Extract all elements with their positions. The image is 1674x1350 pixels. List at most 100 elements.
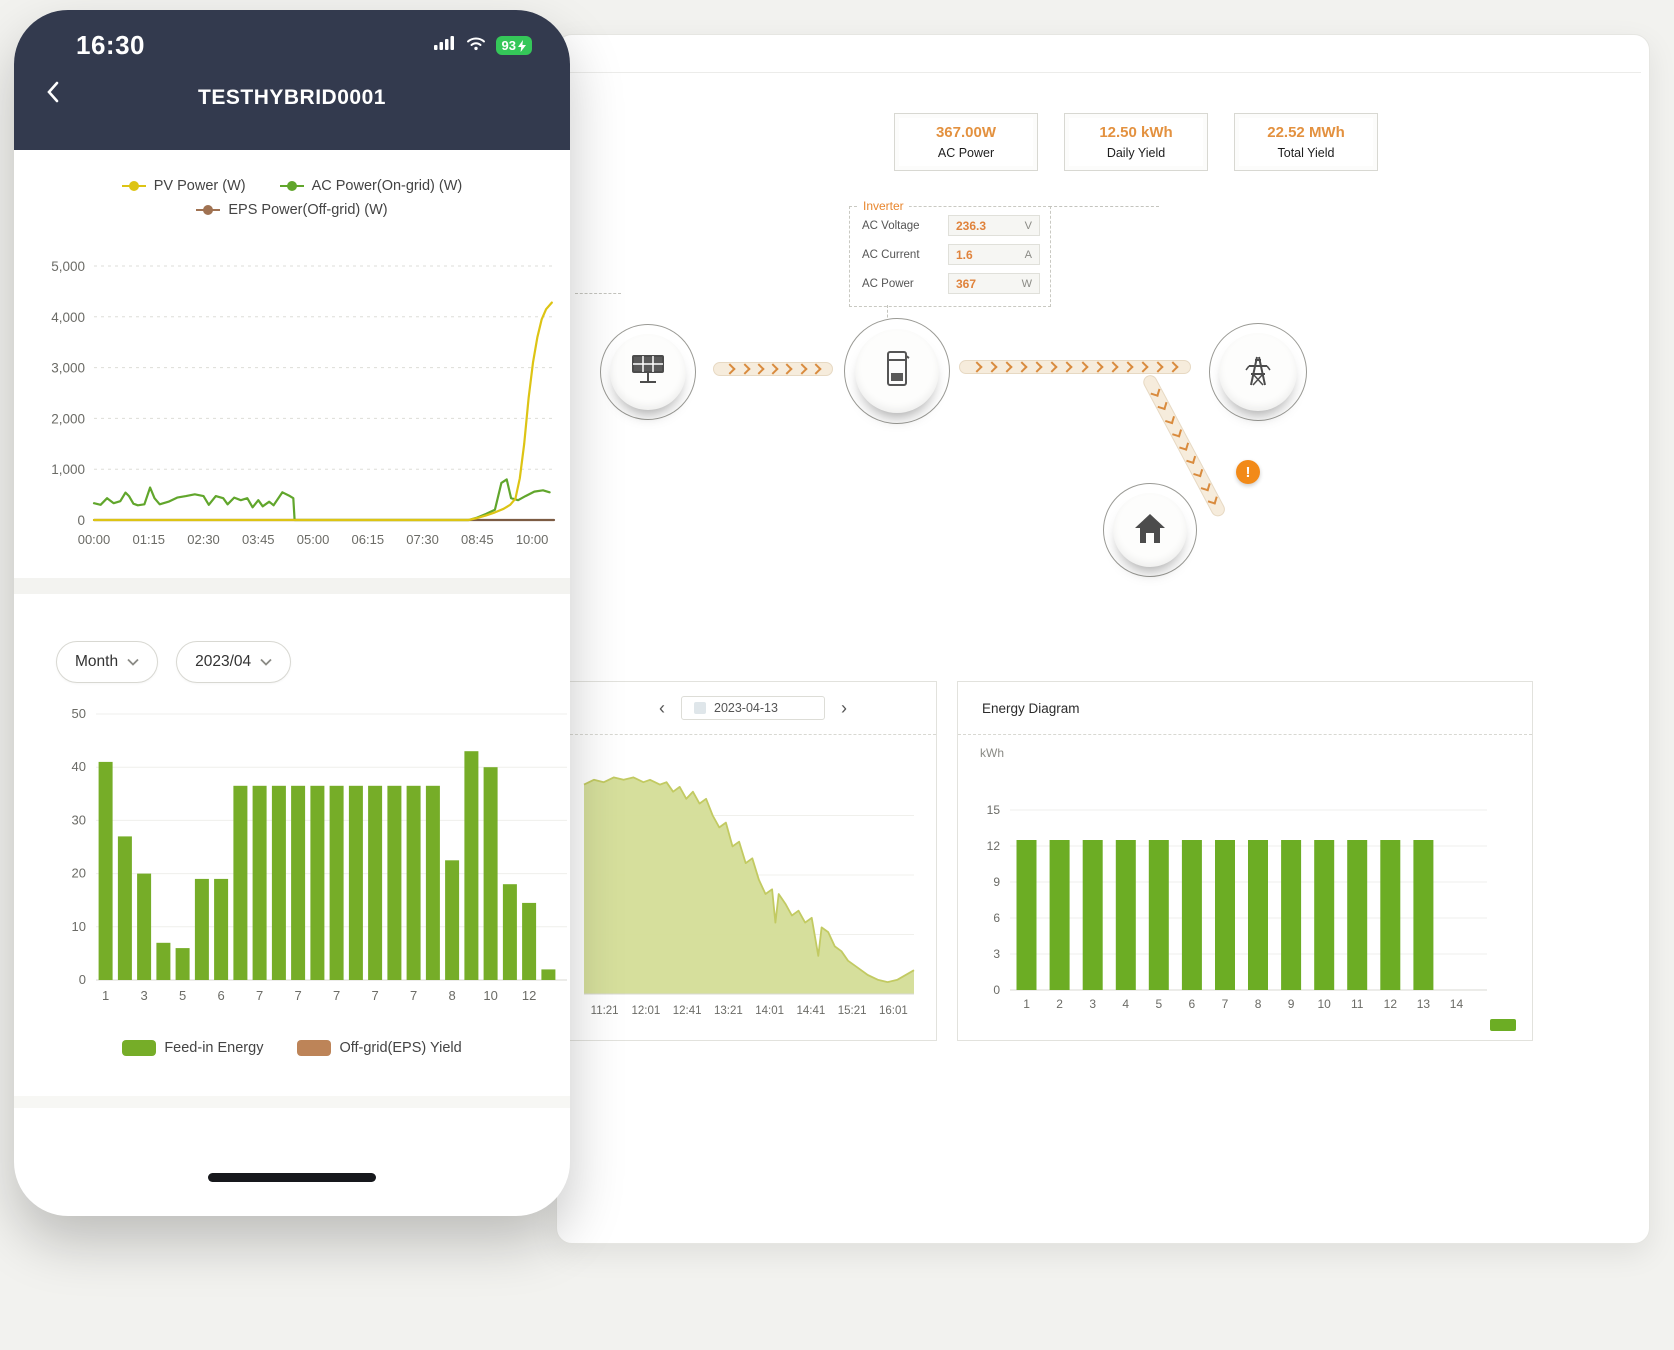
svg-text:40: 40 — [72, 759, 86, 774]
svg-text:01:15: 01:15 — [132, 532, 165, 547]
legend-swatch — [122, 1040, 157, 1056]
phone-mockup: 16:30 — [14, 10, 570, 1216]
svg-text:14:01: 14:01 — [755, 1005, 784, 1017]
bar — [175, 948, 190, 980]
svg-text:10: 10 — [1317, 997, 1331, 1011]
svg-text:2: 2 — [1056, 997, 1063, 1011]
svg-text:06:15: 06:15 — [352, 532, 385, 547]
svg-text:16:01: 16:01 — [879, 1005, 908, 1017]
solar-panel-icon — [628, 352, 668, 393]
inverter-icon — [877, 348, 917, 395]
connector-inverter-box — [887, 305, 888, 327]
bar — [252, 785, 267, 980]
svg-text:13:21: 13:21 — [714, 1005, 743, 1017]
bar — [291, 785, 306, 980]
daily-curve-panel: ‹ 2023-04-13 › 11:21 12:01 12:41 13:21 14:01… — [569, 681, 937, 1041]
flow-chevron-icon — [1106, 361, 1119, 373]
ac-current-label: AC Current — [862, 248, 920, 261]
date-picker[interactable]: 2023-04-13 — [681, 696, 825, 720]
legend-item[interactable]: PV Power (W) — [121, 178, 246, 194]
legend-label: PV Power (W) — [153, 178, 246, 194]
legend-item[interactable]: Feed-in Energy — [122, 1040, 263, 1056]
energy-panel-header: Energy Diagram — [958, 682, 1532, 735]
flow-chevron-icon — [1193, 467, 1204, 478]
svg-text:14: 14 — [1450, 997, 1464, 1011]
legend-item[interactable]: Off-grid(EPS) Yield — [297, 1040, 462, 1056]
next-day-button[interactable]: › — [841, 698, 847, 718]
cellular-signal-icon — [433, 35, 456, 56]
period-dropdown[interactable]: Month — [56, 641, 159, 683]
svg-text:02:30: 02:30 — [187, 532, 220, 547]
flow-chevron-icon — [1152, 361, 1164, 373]
ac-power-value: 367.00W — [935, 124, 997, 141]
node-inverter[interactable] — [844, 318, 950, 424]
flow-chevron-icon — [753, 363, 765, 375]
legend-swatch — [297, 1040, 332, 1056]
svg-text:6: 6 — [218, 988, 225, 1003]
phone-header: 16:30 — [14, 10, 570, 150]
svg-text:8: 8 — [449, 988, 456, 1003]
ac-voltage-unit: V — [1024, 219, 1032, 232]
svg-text:12: 12 — [522, 988, 536, 1003]
warning-badge[interactable]: ! — [1236, 460, 1260, 484]
connector-right — [1049, 206, 1159, 207]
node-solar-panel[interactable] — [600, 324, 696, 420]
inverter-row-voltage: AC Voltage 236.3 V — [862, 215, 1040, 236]
svg-text:6: 6 — [993, 911, 1000, 925]
svg-text:7: 7 — [1222, 997, 1229, 1011]
bar — [194, 878, 209, 980]
svg-text:1: 1 — [1023, 997, 1030, 1011]
back-button[interactable] — [44, 79, 62, 110]
svg-text:07:30: 07:30 — [406, 532, 439, 547]
bar — [137, 873, 152, 980]
energy-unit-label: kWh — [980, 746, 1004, 760]
flow-chevron-icon — [1137, 361, 1149, 373]
svg-text:15:21: 15:21 — [838, 1005, 867, 1017]
flow-chevron-icon — [1061, 361, 1074, 373]
svg-text:2,000: 2,000 — [51, 411, 85, 426]
flow-chevron-icon — [1031, 361, 1043, 373]
node-home[interactable] — [1103, 483, 1197, 577]
bar — [483, 767, 498, 980]
period-controls: Month 2023/04 — [56, 641, 292, 683]
bar — [464, 751, 479, 980]
ac-power-label: AC Power — [937, 146, 995, 160]
flow-chevron-icon — [1001, 361, 1013, 373]
bar — [1215, 840, 1235, 990]
flow-chevron-icon — [1186, 454, 1197, 465]
flow-arrow-inverter-to-grid — [959, 360, 1191, 374]
period-dropdown-value: Month — [75, 653, 119, 670]
inverter-box-title: Inverter — [858, 199, 909, 213]
legend-item[interactable]: AC Power(On-grid) (W) — [279, 178, 463, 194]
svg-text:20: 20 — [72, 866, 86, 881]
home-icon — [1130, 510, 1170, 551]
ac-power-row-value: 367 — [956, 276, 977, 291]
section-divider — [14, 578, 570, 594]
node-grid-tower[interactable] — [1209, 323, 1307, 421]
energy-legend-swatch[interactable] — [1490, 1019, 1516, 1031]
svg-text:15: 15 — [987, 803, 1001, 817]
bar — [368, 785, 383, 980]
flow-chevron-icon — [1046, 361, 1059, 373]
svg-text:7: 7 — [333, 988, 340, 1003]
stat-card-daily-yield: 12.50 kWh Daily Yield — [1064, 113, 1208, 171]
legend-label: AC Power(On-grid) (W) — [311, 178, 463, 194]
svg-text:5,000: 5,000 — [51, 259, 85, 274]
svg-text:8: 8 — [1255, 997, 1262, 1011]
month-dropdown[interactable]: 2023/04 — [176, 641, 292, 683]
svg-text:12: 12 — [1384, 997, 1398, 1011]
flow-chevron-icon — [986, 361, 998, 373]
bar — [348, 785, 363, 980]
flow-chevron-icon — [767, 363, 779, 375]
prev-day-button[interactable]: ‹ — [659, 698, 665, 718]
stat-card-ac-power: 367.00W AC Power — [894, 113, 1038, 171]
bar — [1413, 840, 1434, 990]
svg-text:14:41: 14:41 — [796, 1005, 825, 1017]
date-picker-value: 2023-04-13 — [714, 701, 778, 715]
calendar-icon — [694, 702, 706, 714]
legend-item[interactable]: EPS Power(Off-grid) (W) — [196, 202, 388, 218]
bar — [214, 878, 229, 980]
battery-percent: 93 — [501, 38, 516, 53]
total-yield-label: Total Yield — [1277, 146, 1335, 160]
